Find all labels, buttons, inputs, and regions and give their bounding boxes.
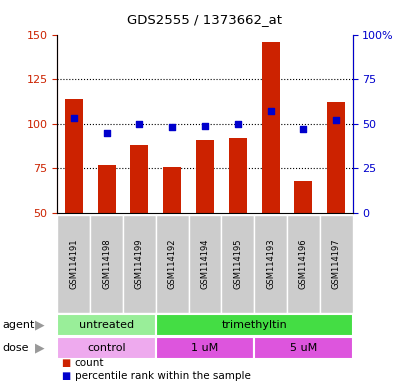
Text: GSM114191: GSM114191 bbox=[69, 239, 78, 289]
Text: 5 uM: 5 uM bbox=[289, 343, 316, 353]
Point bbox=[103, 130, 110, 136]
Point bbox=[70, 116, 77, 122]
Point bbox=[234, 121, 240, 127]
Text: percentile rank within the sample: percentile rank within the sample bbox=[74, 371, 250, 381]
Text: trimethyltin: trimethyltin bbox=[221, 320, 286, 330]
Bar bbox=[155, 337, 254, 359]
Point bbox=[169, 124, 175, 131]
Text: GSM114197: GSM114197 bbox=[331, 239, 340, 289]
Bar bbox=[90, 215, 123, 313]
Point bbox=[136, 121, 142, 127]
Bar bbox=[221, 215, 254, 313]
Bar bbox=[57, 314, 155, 336]
Bar bbox=[196, 140, 213, 213]
Bar bbox=[228, 138, 246, 213]
Text: agent: agent bbox=[2, 320, 34, 330]
Text: count: count bbox=[74, 358, 104, 368]
Text: ■: ■ bbox=[61, 358, 71, 368]
Bar bbox=[163, 167, 181, 213]
Text: GSM114196: GSM114196 bbox=[298, 239, 307, 289]
Text: ■: ■ bbox=[61, 371, 71, 381]
Bar bbox=[97, 165, 115, 213]
Bar bbox=[188, 215, 221, 313]
Bar bbox=[326, 103, 344, 213]
Point bbox=[201, 122, 208, 129]
Bar bbox=[130, 145, 148, 213]
Text: 1 uM: 1 uM bbox=[191, 343, 218, 353]
Bar bbox=[57, 337, 155, 359]
Bar bbox=[286, 215, 319, 313]
Text: GDS2555 / 1373662_at: GDS2555 / 1373662_at bbox=[127, 13, 282, 26]
Point bbox=[267, 108, 273, 114]
Bar bbox=[123, 215, 155, 313]
Text: GSM114198: GSM114198 bbox=[102, 239, 111, 289]
Bar bbox=[294, 181, 312, 213]
Text: GSM114195: GSM114195 bbox=[233, 239, 242, 289]
Point bbox=[332, 117, 339, 123]
Point bbox=[299, 126, 306, 132]
Bar bbox=[57, 215, 90, 313]
Bar bbox=[65, 99, 83, 213]
Text: GSM114193: GSM114193 bbox=[265, 239, 274, 289]
Bar bbox=[254, 215, 286, 313]
Bar bbox=[261, 42, 279, 213]
Bar bbox=[254, 337, 352, 359]
Text: control: control bbox=[87, 343, 126, 353]
Text: dose: dose bbox=[2, 343, 29, 353]
Bar bbox=[319, 215, 352, 313]
Bar bbox=[155, 314, 352, 336]
Text: GSM114194: GSM114194 bbox=[200, 239, 209, 289]
Text: ▶: ▶ bbox=[35, 341, 45, 354]
Text: untreated: untreated bbox=[79, 320, 134, 330]
Text: GSM114199: GSM114199 bbox=[135, 239, 144, 289]
Bar bbox=[155, 215, 188, 313]
Text: GSM114192: GSM114192 bbox=[167, 239, 176, 289]
Text: ▶: ▶ bbox=[35, 318, 45, 331]
